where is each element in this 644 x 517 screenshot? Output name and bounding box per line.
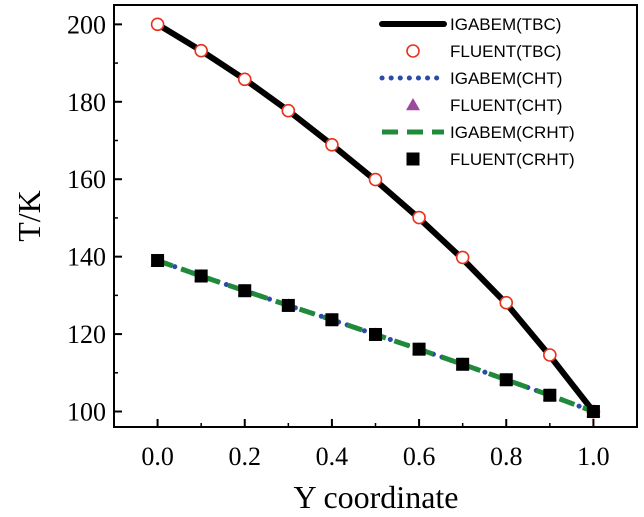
data-point [412,210,426,225]
data-point [194,43,208,58]
legend-label: IGABEM(TBC) [450,15,561,34]
legend-label: IGABEM(CHT) [450,69,562,88]
legend-swatch [406,44,420,58]
x-tick-label: 1.0 [577,442,610,471]
data-point [325,137,339,152]
data-point [543,388,557,402]
data-point [281,298,295,312]
data-point [281,103,296,118]
x-tick-label: 0.4 [316,442,349,471]
data-point [499,295,514,310]
data-point [194,269,208,283]
data-point [368,172,383,187]
x-tick-label: 0.6 [403,442,436,471]
legend-label: FLUENT(CRHT) [450,150,575,169]
data-point [543,348,557,362]
x-tick-label: 0.2 [229,442,262,471]
data-point [238,284,252,298]
y-tick-label: 140 [67,243,106,272]
data-point [150,17,165,32]
data-point [455,250,470,265]
y-tick-label: 100 [67,398,106,427]
series-layer [150,17,601,419]
y-tick-label: 180 [67,88,106,117]
legend: IGABEM(TBC) FLUENT(TBC) IGABEM(CHT) FLUENT(… [379,15,575,169]
data-point [456,357,470,371]
y-axis-title: T/K [11,190,47,242]
data-point [499,373,513,387]
legend-label: FLUENT(CHT) [450,96,562,115]
data-point [325,313,339,327]
data-point [237,72,252,87]
data-point [151,254,165,268]
y-tick-label: 200 [67,10,106,39]
legend-swatch [406,98,420,111]
x-tick-label: 0.8 [490,442,523,471]
y-tick-label: 160 [67,165,106,194]
y-tick-label: 120 [67,320,106,349]
legend-label: IGABEM(CRHT) [450,123,575,142]
x-tick-label: 0.0 [141,442,174,471]
series-fluent-crht- [151,254,600,419]
axis-ticks: 0.0 0.2 0.4 0.6 0.8 1.0 100 120 140 160 180 200 [67,10,610,471]
x-axis-title: Y coordinate [294,479,459,515]
legend-label: FLUENT(TBC) [450,42,561,61]
legend-swatch [406,152,420,166]
data-point [586,405,600,419]
data-point [369,327,382,341]
data-point [412,342,426,356]
